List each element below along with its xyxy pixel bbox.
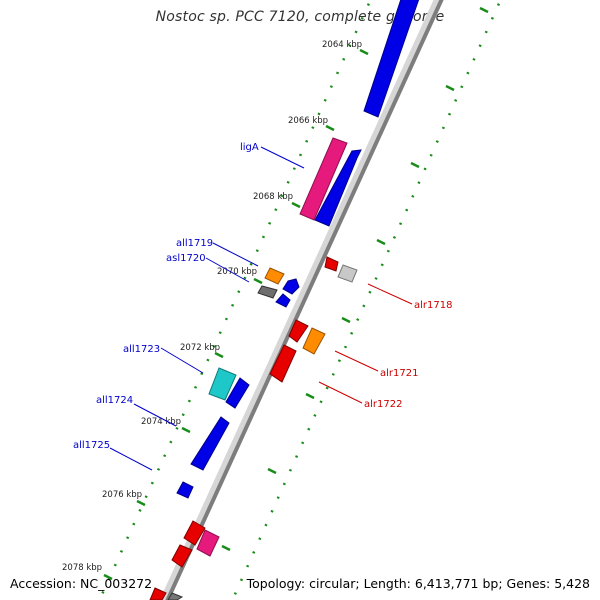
tick-label: 2068 kbp <box>253 192 293 202</box>
gene-label-all1719[interactable]: all1719 <box>176 238 213 249</box>
gene-all1719-b[interactable] <box>314 149 362 227</box>
gene-alr1718-red[interactable] <box>324 256 339 272</box>
reverse-strand-genes <box>167 0 422 600</box>
tick-label: 2074 kbp <box>141 417 181 427</box>
gene-alr1718[interactable] <box>337 264 358 283</box>
tick-marks <box>103 6 489 581</box>
gene-orange-mid[interactable] <box>264 267 285 285</box>
tick-label: 2078 kbp <box>62 563 102 573</box>
forward-strand-genes <box>149 256 358 600</box>
gene-label-all1724[interactable]: all1724 <box>96 395 133 406</box>
gene-alr1721-b[interactable] <box>302 327 326 355</box>
leader-all1724 <box>133 403 177 427</box>
gene-red-lower-2[interactable] <box>171 544 193 568</box>
gene-label-all1725[interactable]: all1725 <box>73 440 110 451</box>
gene-all1724[interactable] <box>190 416 230 471</box>
leader-alr1721 <box>334 350 379 372</box>
tick-label: 2064 kbp <box>322 40 362 50</box>
gene-all1716[interactable] <box>363 0 422 118</box>
gene-label-alr1721[interactable]: alr1721 <box>380 368 418 379</box>
tick-label: 2066 kbp <box>288 116 328 126</box>
leader-alr1718 <box>367 283 413 305</box>
gene-label-all1723[interactable]: all1723 <box>123 344 160 355</box>
tick-label: 2076 kbp <box>102 490 142 500</box>
genome-summary: Topology: circular; Length: 6,413,771 bp… <box>246 576 590 591</box>
accession-label: Accession: NC_003272 <box>10 576 153 591</box>
leader-all1723 <box>160 347 204 374</box>
gene-alr1721[interactable] <box>288 319 309 343</box>
tick-label: 2070 kbp <box>217 267 257 277</box>
gene-all1719[interactable] <box>282 278 300 295</box>
tick-line-left <box>98 0 372 600</box>
gene-label-ligA[interactable]: ligA <box>240 142 259 153</box>
leader-all1725 <box>109 447 153 471</box>
leader-all1719 <box>212 242 259 267</box>
gene-pink-lower[interactable] <box>196 529 220 557</box>
gene-all1725[interactable] <box>176 481 194 499</box>
gene-all1723[interactable] <box>208 367 237 401</box>
leader-ligA <box>260 146 305 169</box>
gene-asl1720[interactable] <box>257 285 278 299</box>
gene-label-alr1718[interactable]: alr1718 <box>414 300 452 311</box>
gene-alr1722[interactable] <box>269 344 297 383</box>
tick-line-right <box>231 0 502 600</box>
gene-red-lower-3[interactable] <box>149 587 167 600</box>
leader-alr1722 <box>318 381 363 404</box>
gene-all1723-b[interactable] <box>225 377 250 409</box>
leader-asl1720 <box>205 257 250 283</box>
tick-label: 2072 kbp <box>180 343 220 353</box>
gene-unlabeled-grey <box>167 592 184 600</box>
genome-title: Nostoc sp. PCC 7120, complete genome <box>155 9 445 25</box>
gene-label-alr1722[interactable]: alr1722 <box>364 399 402 410</box>
gene-asl1720-b[interactable] <box>275 293 291 308</box>
gene-red-lower-1[interactable] <box>183 520 206 546</box>
gene-ligA[interactable] <box>299 137 348 221</box>
backbone <box>159 0 444 600</box>
backbone-shadow <box>165 0 444 600</box>
gene-label-asl1720[interactable]: asl1720 <box>166 253 206 264</box>
